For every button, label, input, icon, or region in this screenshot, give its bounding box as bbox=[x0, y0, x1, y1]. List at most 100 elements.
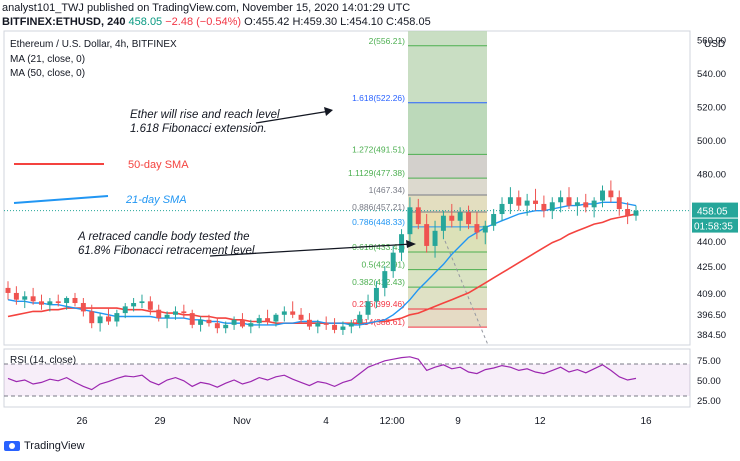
fib-level-label: 0.5(422.91) bbox=[362, 260, 406, 270]
candle-body bbox=[407, 207, 413, 235]
fib-band bbox=[408, 269, 487, 288]
countdown-text: 01:58:35 bbox=[694, 222, 733, 233]
last-price: 458.05 bbox=[128, 16, 163, 28]
candle-body bbox=[558, 197, 564, 203]
candle-body bbox=[139, 301, 145, 304]
candle-body bbox=[332, 324, 338, 330]
rsi-axis-label: 50.00 bbox=[697, 376, 721, 387]
price-axis-label: 500.00 bbox=[697, 136, 726, 147]
candle-body bbox=[214, 323, 220, 329]
candle-body bbox=[298, 314, 304, 320]
publish-line: analyst101_TWJ published on TradingView.… bbox=[2, 2, 410, 14]
candle-body bbox=[524, 200, 530, 206]
candle-body bbox=[533, 200, 538, 204]
candle-body bbox=[424, 224, 430, 246]
candle-body bbox=[181, 311, 187, 314]
candle-body bbox=[273, 314, 279, 322]
price-axis-label: 384.50 bbox=[697, 330, 726, 341]
symbol-label[interactable]: BITFINEX:ETHUSD, 240 bbox=[2, 16, 126, 28]
ether-arrow-line bbox=[255, 110, 331, 124]
candle-body bbox=[13, 292, 19, 300]
ma50-legend: MA (50, close, 0) bbox=[10, 68, 85, 79]
candle-body bbox=[608, 190, 614, 198]
candle-body bbox=[549, 202, 555, 211]
retrace-annotation-line2: 61.8% Fibonacci retracement level. bbox=[78, 245, 258, 257]
price-axis-label: 425.00 bbox=[697, 262, 726, 273]
candle-body bbox=[415, 207, 421, 225]
candle-body bbox=[231, 319, 237, 325]
candle-body bbox=[340, 326, 346, 330]
candle-body bbox=[281, 311, 287, 315]
candle-body bbox=[122, 306, 128, 314]
fib-level-label: 0.618(433.41) bbox=[352, 242, 405, 252]
candle-body bbox=[156, 309, 162, 319]
candle-body bbox=[566, 197, 572, 206]
candle-body bbox=[64, 297, 70, 304]
candle-body bbox=[323, 323, 329, 325]
candle-body bbox=[114, 313, 120, 322]
candle-body bbox=[591, 200, 597, 208]
candle-body bbox=[189, 313, 195, 325]
sma21-legend-line bbox=[13, 195, 109, 204]
footer-brand[interactable]: TradingView bbox=[4, 440, 85, 452]
price-axis-label: 409.00 bbox=[697, 289, 726, 300]
candle-body bbox=[5, 287, 11, 293]
rsi-axis-label: 75.00 bbox=[697, 356, 721, 367]
candle-body bbox=[633, 210, 639, 216]
price-axis-label: 560.00 bbox=[697, 35, 726, 46]
candle-body bbox=[600, 190, 605, 201]
x-axis-label: 12:00 bbox=[379, 416, 404, 427]
candle-body bbox=[616, 197, 622, 209]
ether-arrow-head-icon bbox=[324, 107, 333, 116]
fib-level-label: 1.1129(477.38) bbox=[348, 168, 405, 178]
x-axis-label: 4 bbox=[323, 416, 329, 427]
candle-body bbox=[256, 318, 262, 324]
fib-level-label: 2(556.21) bbox=[369, 36, 406, 46]
candle-body bbox=[574, 202, 580, 206]
ether-annotation-line1: Ether will rise and reach level bbox=[130, 109, 280, 121]
retrace-arrow-line bbox=[209, 243, 413, 257]
candle-body bbox=[491, 214, 497, 226]
candle-body bbox=[625, 208, 631, 216]
candle-body bbox=[72, 297, 78, 304]
price-axis-label: 520.00 bbox=[697, 103, 726, 114]
ma50-line bbox=[7, 213, 637, 325]
fib-band bbox=[408, 31, 487, 103]
countdown-box bbox=[692, 218, 738, 233]
candle-body bbox=[223, 324, 229, 329]
fib-band bbox=[408, 102, 487, 155]
candle-body bbox=[97, 316, 103, 324]
fib-band bbox=[408, 178, 487, 195]
candle-body bbox=[457, 212, 463, 221]
candle-body bbox=[198, 319, 204, 325]
x-axis-label: 26 bbox=[76, 416, 88, 427]
candle-body bbox=[499, 203, 505, 215]
ma21-legend: MA (21, close, 0) bbox=[10, 54, 85, 65]
fib-band bbox=[408, 251, 487, 270]
tradingview-logo-icon bbox=[4, 441, 20, 451]
candle-body bbox=[357, 314, 363, 324]
fib-band bbox=[408, 308, 487, 328]
rsi-band bbox=[4, 364, 690, 396]
rsi-line bbox=[7, 356, 637, 391]
candle-body bbox=[432, 230, 438, 246]
candle-body bbox=[466, 212, 472, 225]
candle-body bbox=[365, 301, 371, 315]
candle-body bbox=[106, 316, 111, 322]
sma21-legend-text: 21-day SMA bbox=[125, 194, 187, 206]
footer-label: TradingView bbox=[24, 440, 85, 452]
fib-level-label: 0.382(412.43) bbox=[352, 277, 405, 287]
fib-band bbox=[408, 194, 487, 212]
fib-band bbox=[408, 154, 487, 179]
currency-label: USD bbox=[704, 39, 725, 50]
fib-level-label: 1.272(491.51) bbox=[352, 144, 405, 154]
price-axis-label: 480.00 bbox=[697, 170, 726, 181]
retrace-arrow-head-icon bbox=[406, 240, 416, 248]
retrace-annotation-line1: A retraced candle body tested the bbox=[77, 231, 250, 243]
publish-info: analyst101_TWJ published on TradingView.… bbox=[2, 2, 411, 14]
ohlc-values: O:455.42 H:459.30 L:454.10 C:458.05 bbox=[244, 16, 431, 28]
price-axis-label: 396.50 bbox=[697, 310, 726, 321]
price-axis-label: 540.00 bbox=[697, 69, 726, 80]
fib-level-label: 0.236(399.46) bbox=[352, 299, 405, 309]
